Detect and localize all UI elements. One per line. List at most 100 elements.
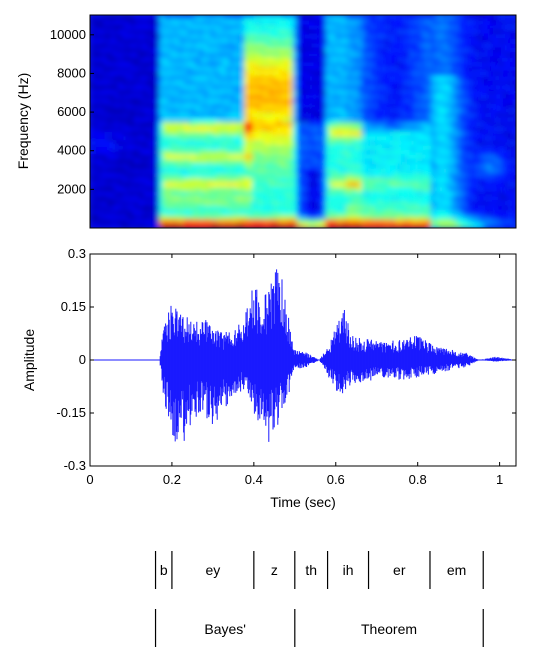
spectrogram-cell bbox=[248, 47, 253, 53]
spectrogram-cell bbox=[252, 153, 257, 160]
spectrogram-cell bbox=[134, 177, 140, 183]
spectrogram-cell bbox=[365, 61, 371, 67]
spectrogram-cell bbox=[114, 181, 119, 187]
spectrogram-cell bbox=[349, 181, 355, 187]
spectrogram-cell bbox=[357, 195, 363, 201]
spectrogram-cell bbox=[442, 19, 448, 25]
spectrogram-cell bbox=[491, 172, 497, 178]
spectrogram-cell bbox=[284, 70, 290, 76]
spectrogram-cell bbox=[438, 33, 444, 39]
spectrogram-cell bbox=[451, 181, 456, 187]
spectrogram-cell bbox=[158, 116, 164, 123]
spectrogram-cell bbox=[451, 56, 456, 62]
spectrogram-cell bbox=[280, 107, 286, 113]
spectrogram-cell bbox=[158, 223, 164, 228]
spectrogram-cell bbox=[203, 172, 209, 178]
spectrogram-cell bbox=[414, 28, 420, 35]
spectrogram-cell bbox=[219, 121, 225, 127]
spectrogram-cell bbox=[106, 79, 111, 86]
spectrogram-cell bbox=[511, 130, 516, 136]
spectrogram-cell bbox=[491, 38, 497, 44]
spectrogram-cell bbox=[382, 52, 387, 58]
spectrogram-cell bbox=[451, 107, 456, 113]
spectrogram-cell bbox=[244, 15, 249, 21]
spectrogram-cell bbox=[236, 84, 241, 90]
spectrogram-cell bbox=[483, 218, 489, 224]
spectrogram-cell bbox=[455, 65, 460, 72]
spectrogram-cell bbox=[309, 42, 314, 49]
spectrogram-cell bbox=[130, 98, 136, 104]
spectrogram-cell bbox=[459, 158, 464, 164]
spectrogram-cell bbox=[305, 130, 310, 136]
spectrogram-cell bbox=[134, 42, 140, 49]
spectrogram-cell bbox=[94, 112, 99, 118]
spectrogram-cell bbox=[236, 177, 241, 183]
spectrogram-cell bbox=[422, 209, 428, 215]
spectrogram-cell bbox=[345, 38, 351, 44]
spectrogram-cell bbox=[183, 75, 188, 81]
spectrogram-cell bbox=[471, 135, 477, 141]
spectrogram-cell bbox=[402, 79, 408, 86]
spectrogram-cell bbox=[422, 112, 428, 118]
spectrogram-cell bbox=[418, 24, 424, 30]
spectrogram-cell bbox=[146, 19, 152, 25]
spectrogram-cell bbox=[158, 84, 164, 90]
spectrogram-cell bbox=[114, 79, 119, 86]
spectrogram-cell bbox=[264, 33, 270, 39]
spectrogram-cell bbox=[414, 204, 420, 211]
spectrogram-cell bbox=[442, 121, 448, 127]
spectrogram-cell bbox=[325, 186, 330, 192]
spectrogram-cell bbox=[317, 140, 322, 146]
spectrogram-cell bbox=[223, 79, 229, 86]
spectrogram-cell bbox=[90, 218, 95, 224]
spectrogram-cell bbox=[442, 218, 448, 224]
spectrogram-cell bbox=[138, 70, 144, 76]
spectrogram-cell bbox=[491, 153, 497, 160]
spectrogram-cell bbox=[236, 28, 241, 35]
spectrogram-cell bbox=[110, 65, 115, 72]
spectrogram-cell bbox=[264, 167, 270, 174]
spectrogram-cell bbox=[252, 209, 257, 215]
spectrogram-cell bbox=[471, 24, 477, 30]
spectrogram-cell bbox=[110, 181, 115, 187]
spectrogram-cell bbox=[503, 112, 509, 118]
spectrogram-cell bbox=[374, 47, 379, 53]
spectrogram-cell bbox=[321, 200, 326, 206]
spectrogram-cell bbox=[102, 144, 107, 150]
spectrogram-cell bbox=[341, 52, 347, 58]
spectrogram-cell bbox=[471, 56, 477, 62]
spectrogram-cell bbox=[365, 167, 371, 174]
spectrogram-cell bbox=[333, 98, 339, 104]
spectrogram-cell bbox=[369, 153, 375, 160]
spectrogram-cell bbox=[284, 42, 290, 49]
spectrogram-cell bbox=[264, 214, 270, 220]
spectrogram-cell bbox=[187, 209, 193, 215]
spectrogram-cell bbox=[378, 181, 383, 187]
spectrogram-cell bbox=[414, 186, 420, 192]
spectrogram-cell bbox=[455, 209, 460, 215]
spectrogram-cell bbox=[138, 19, 144, 25]
spectrogram-cell bbox=[382, 190, 387, 197]
spectrogram-cell bbox=[483, 56, 489, 62]
spectrogram-cell bbox=[422, 153, 428, 160]
spectrogram-cell bbox=[309, 158, 314, 164]
spectrogram-cell bbox=[150, 177, 156, 183]
spectrogram-cell bbox=[126, 149, 132, 155]
spectrogram-cell bbox=[313, 209, 318, 215]
spectrogram-cell bbox=[175, 144, 180, 150]
spectrogram-cell bbox=[187, 181, 193, 187]
spectrogram-cell bbox=[284, 84, 290, 90]
spectrogram-cell bbox=[252, 19, 257, 25]
spectrogram-cell bbox=[374, 218, 379, 224]
spectrogram-cell bbox=[414, 47, 420, 53]
spectrogram-cell bbox=[110, 70, 115, 76]
spectrogram-cell bbox=[398, 195, 403, 201]
spectrogram-cell bbox=[511, 33, 516, 39]
spectrogram-cell bbox=[199, 186, 205, 192]
spectrogram-cell bbox=[187, 214, 193, 220]
spectrogram-cell bbox=[240, 135, 245, 141]
spectrogram-cell bbox=[309, 33, 314, 39]
spectrogram-cell bbox=[467, 177, 472, 183]
spectrogram-cell bbox=[154, 218, 160, 224]
spectrogram-cell bbox=[130, 61, 136, 67]
